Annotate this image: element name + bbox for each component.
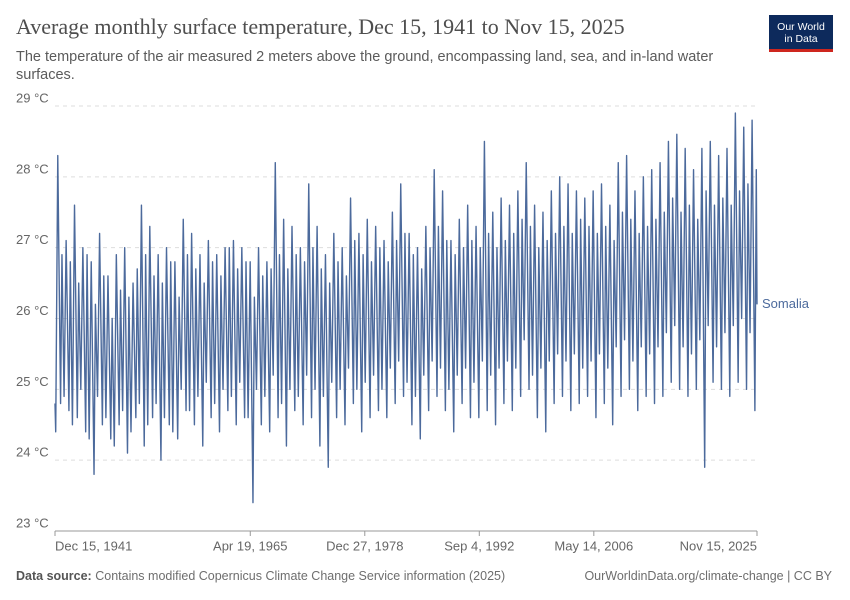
- y-tick-label: 24 °C: [16, 445, 49, 460]
- series-label: Somalia: [762, 296, 810, 311]
- x-tick-label: Apr 19, 1965: [213, 538, 287, 553]
- x-tick-label: Sep 4, 1992: [444, 538, 514, 553]
- y-tick-label: 25 °C: [16, 374, 49, 389]
- x-tick-label: Dec 15, 1941: [55, 538, 132, 553]
- footer-source: Data source: Contains modified Copernicu…: [16, 569, 505, 583]
- y-tick-label: 27 °C: [16, 232, 49, 247]
- x-tick-label: Nov 15, 2025: [680, 538, 757, 553]
- logo[interactable]: Our World in Data: [769, 15, 833, 52]
- y-tick-label: 23 °C: [16, 515, 49, 530]
- logo-line: in Data: [784, 33, 818, 45]
- y-tick-label: 28 °C: [16, 161, 49, 176]
- source-text: Contains modified Copernicus Climate Cha…: [95, 569, 506, 583]
- chart-title: Average monthly surface temperature, Dec…: [16, 14, 625, 39]
- series-line: [54, 112, 758, 504]
- source-label: Data source:: [16, 569, 92, 583]
- y-tick-label: 29 °C: [16, 90, 49, 105]
- x-tick-label: May 14, 2006: [554, 538, 633, 553]
- footer-credit[interactable]: OurWorldinData.org/climate-change | CC B…: [584, 569, 832, 583]
- x-tick-label: Dec 27, 1978: [326, 538, 403, 553]
- logo-line: Our World: [777, 21, 825, 33]
- chart-subtitle: The temperature of the air measured 2 me…: [16, 49, 714, 83]
- y-tick-label: 26 °C: [16, 303, 49, 318]
